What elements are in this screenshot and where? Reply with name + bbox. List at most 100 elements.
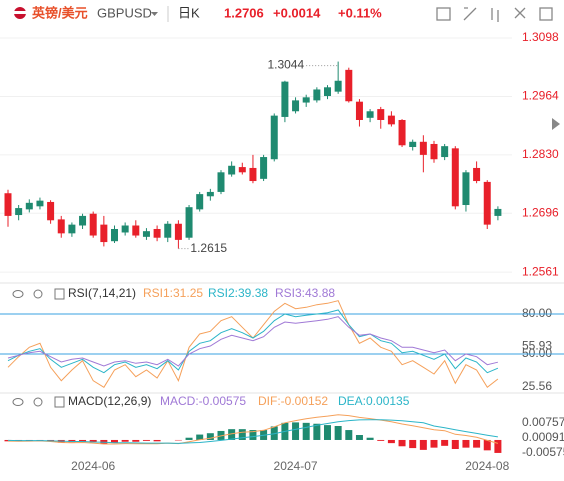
y-tick-label: 1.2561 xyxy=(522,264,559,278)
eye-icon[interactable] xyxy=(12,290,24,298)
candle-body xyxy=(206,191,214,197)
tool-icon[interactable] xyxy=(539,7,553,21)
macd-bar xyxy=(473,439,481,448)
legend-label: RSI1:31.25 xyxy=(143,286,203,300)
candle-body xyxy=(174,223,182,240)
y-tick-label: 50.00 xyxy=(522,346,552,360)
setting-icon[interactable] xyxy=(54,288,65,300)
y-tick-label: 1.2964 xyxy=(522,89,559,103)
candle-body xyxy=(100,224,108,243)
candle-body xyxy=(324,87,331,97)
candle-body xyxy=(281,81,289,117)
candle-body xyxy=(270,115,278,160)
candle-body xyxy=(228,165,236,175)
macd-bar xyxy=(111,439,118,443)
candle-body xyxy=(132,225,140,236)
candle-body xyxy=(4,193,12,216)
legend-label: RSI2:39.38 xyxy=(208,286,268,300)
candle-body xyxy=(57,219,65,234)
candle-body xyxy=(260,157,268,179)
candle-body xyxy=(196,194,204,210)
tool-icon[interactable] xyxy=(436,7,451,21)
macd-bar xyxy=(409,439,417,449)
candle-body xyxy=(430,143,438,160)
macd-bar xyxy=(355,435,363,440)
macd-bar xyxy=(249,430,257,440)
toolbar xyxy=(436,7,553,22)
candle-body xyxy=(47,201,55,221)
candle-body xyxy=(387,115,395,125)
macd-bar xyxy=(206,433,214,440)
y-tick-label: 1.2696 xyxy=(522,205,559,219)
macd-bar xyxy=(483,439,491,451)
tool-icon[interactable] xyxy=(463,7,477,21)
indicator-line xyxy=(7,309,499,374)
macd-bar xyxy=(313,423,321,440)
change-pct: +0.11% xyxy=(338,5,382,20)
setting-icon[interactable] xyxy=(54,396,65,408)
legend-label: RSI3:43.88 xyxy=(275,286,335,300)
macd-bar xyxy=(132,439,140,442)
pair-name[interactable]: 英镑/美元 xyxy=(31,5,88,20)
change: +0.0014 xyxy=(273,5,321,20)
gear-icon[interactable] xyxy=(33,289,43,299)
dropdown-arrow[interactable] xyxy=(151,12,158,16)
macd-bar xyxy=(334,426,342,440)
x-tick-label: 2024-08 xyxy=(465,459,509,473)
indicator-title: MACD(12,26,9) xyxy=(68,394,151,408)
eye-icon[interactable] xyxy=(12,398,24,406)
macd-bar xyxy=(324,425,331,440)
candle-body xyxy=(451,148,459,207)
macd-bar xyxy=(398,439,406,447)
macd-bar xyxy=(142,439,150,441)
y-tick-label: 80.00 xyxy=(522,306,552,320)
candle-body xyxy=(473,167,481,182)
candle-body xyxy=(185,207,193,238)
y-tick-label: 1.2830 xyxy=(522,147,559,161)
candle-body xyxy=(217,172,225,192)
macd-bar xyxy=(366,437,374,440)
y-tick-label: 25.56 xyxy=(522,379,552,393)
candle-body xyxy=(292,100,300,112)
price: 1.2706 xyxy=(224,5,264,20)
candle-body xyxy=(25,202,33,210)
candle-body xyxy=(313,89,321,101)
low-label: 1.2615 xyxy=(190,241,227,255)
candle-body xyxy=(462,172,470,206)
macd-bar xyxy=(89,439,97,443)
macd-bar xyxy=(387,439,395,444)
candle-body xyxy=(441,146,449,158)
candle-body xyxy=(68,224,76,234)
candle-body xyxy=(345,69,353,102)
candle-body xyxy=(409,141,417,148)
macd-bar xyxy=(292,422,300,440)
candle-body xyxy=(15,208,23,216)
candle-body xyxy=(111,228,118,242)
macd-bar xyxy=(238,429,246,440)
legend-label: DEA:0.00135 xyxy=(338,394,410,408)
macd-bar xyxy=(494,439,502,453)
macd-bar xyxy=(462,439,470,448)
high-label: 1.3044 xyxy=(267,58,304,72)
expand-arrow[interactable] xyxy=(552,118,560,130)
candle-body xyxy=(494,208,502,216)
indicator-title: RSI(7,14,21) xyxy=(68,286,136,300)
tool-icon[interactable] xyxy=(491,8,499,22)
indicator-line xyxy=(7,316,499,367)
candle-body xyxy=(153,228,161,238)
candle-body xyxy=(334,80,342,92)
candle-body xyxy=(355,101,363,120)
macd-bar xyxy=(345,430,353,440)
y-tick-label: 55.93 xyxy=(522,338,552,352)
gear-icon[interactable] xyxy=(33,397,43,407)
x-tick-label: 2024-07 xyxy=(274,459,318,473)
macd-bar xyxy=(196,434,204,440)
symbol[interactable]: GBPUSD xyxy=(97,5,152,20)
candle-body xyxy=(238,167,246,173)
panel-icons xyxy=(12,288,65,408)
y-tick-label: 0.00757 xyxy=(522,415,564,429)
period[interactable]: 日K xyxy=(178,5,200,20)
tool-icon[interactable] xyxy=(514,7,526,19)
indicator-line xyxy=(7,419,498,444)
